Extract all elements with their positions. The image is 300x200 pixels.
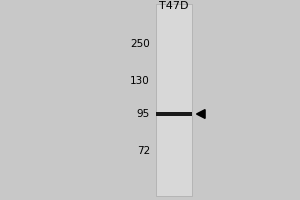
Text: 95: 95: [137, 109, 150, 119]
Bar: [156, 4, 192, 196]
Text: 72: 72: [137, 146, 150, 156]
Text: 250: 250: [130, 39, 150, 49]
Bar: [156, 112, 192, 116]
Text: 130: 130: [130, 76, 150, 86]
Polygon shape: [196, 110, 205, 118]
Text: T47D: T47D: [159, 1, 189, 11]
